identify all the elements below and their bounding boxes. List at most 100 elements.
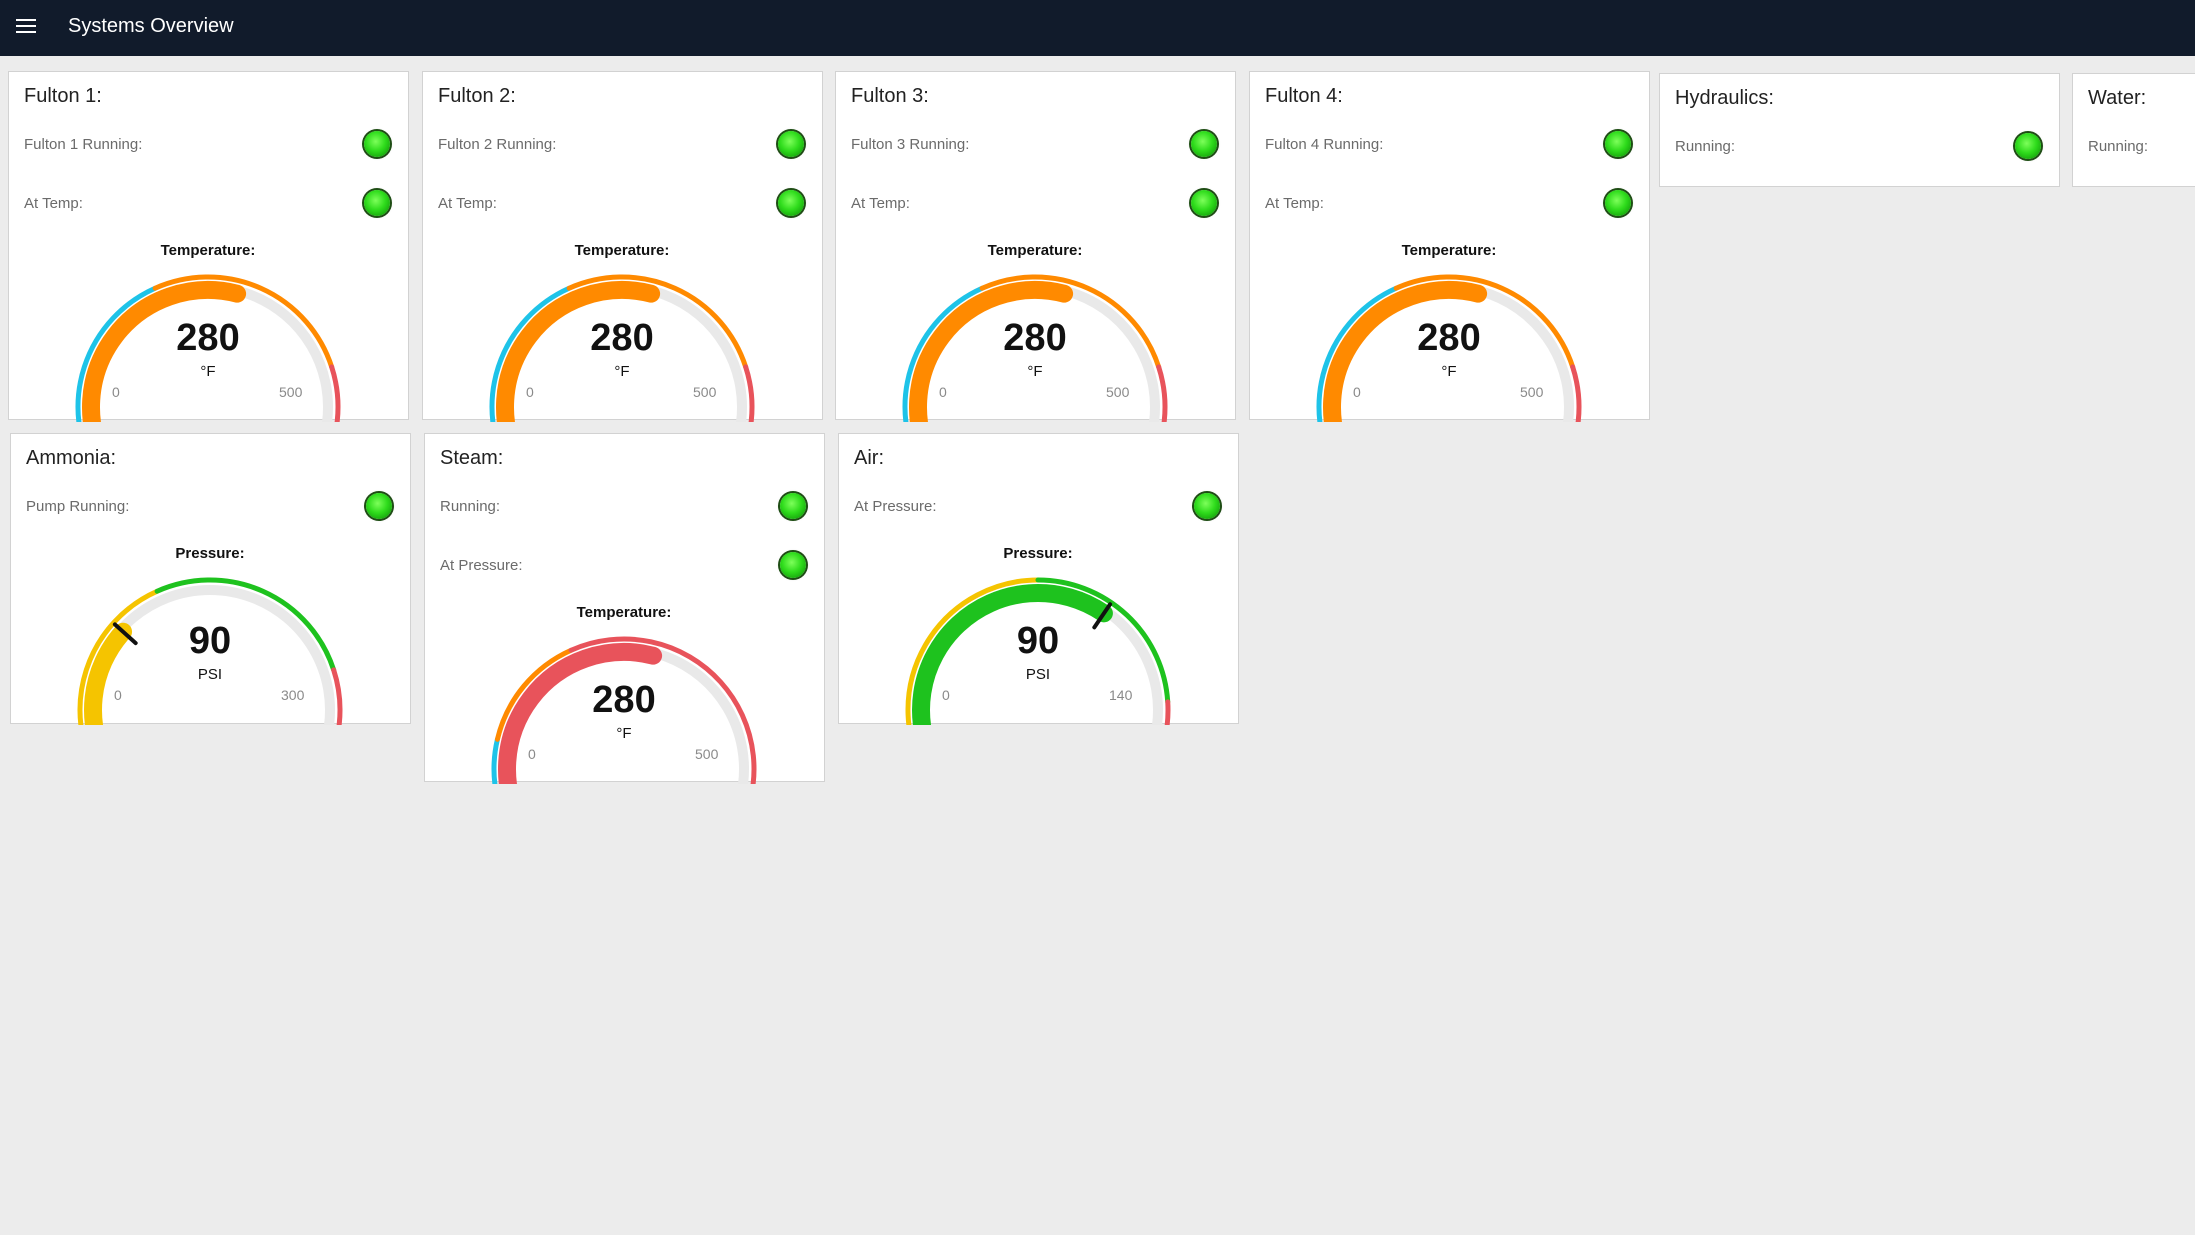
page-title: Systems Overview (68, 15, 234, 37)
gauge-range-band (905, 577, 1041, 725)
gauge-min-label: 0 (942, 687, 950, 703)
running-indicator (364, 131, 390, 157)
air-card: Air: At Pressure: Pressure: 90 PSI 0 140 (838, 433, 1239, 725)
gauge-range-band (152, 274, 335, 370)
gauge-title: Temperature: (576, 604, 672, 621)
gauge-value: 280 (592, 679, 656, 721)
at-temp-indicator (778, 190, 804, 216)
water-card: Water: Running: (2072, 73, 2195, 187)
gauge-value: 90 (188, 620, 232, 662)
gauge-value: 280 (1417, 317, 1481, 359)
gauge-min-label: 0 (939, 384, 947, 400)
fulton-3-card: Fulton 3: Fulton 3 Running: At Temp: Tem… (835, 71, 1236, 422)
running-label: Fulton 4 Running: (1265, 136, 1384, 153)
fulton-2-card: Fulton 2: Fulton 2 Running: At Temp: Tem… (422, 71, 823, 422)
temperature-gauge (75, 274, 341, 422)
running-label: Running: (440, 498, 501, 515)
gauge-max-label: 500 (693, 384, 717, 400)
gauge-range-band (75, 285, 158, 422)
gauge-value-arc (1323, 281, 1488, 422)
gauge-needle (112, 622, 138, 646)
gauge-range-band (568, 636, 757, 784)
gauge-value-arc (912, 584, 1113, 725)
gauge-value: 280 (176, 317, 240, 359)
card-title: Hydraulics: (1675, 87, 1774, 109)
gauge-title: Pressure: (1003, 545, 1073, 562)
gauge-title: Temperature: (574, 242, 670, 259)
temperature-gauge (491, 636, 757, 784)
gauge-range-band (743, 364, 755, 422)
hamburger-menu-icon[interactable] (16, 19, 36, 35)
pump-running-indicator (366, 493, 392, 519)
running-label: Running: (1675, 138, 1736, 155)
gauge-unit: °F (1027, 363, 1043, 380)
gauge-unit: °F (614, 363, 630, 380)
gauge-min-label: 0 (112, 384, 120, 400)
gauge-max-label: 500 (1106, 384, 1130, 400)
gauge-range-band (566, 274, 749, 370)
gauge-range-band (331, 667, 343, 725)
temperature-gauge (902, 274, 1168, 422)
at-temp-indicator (1191, 190, 1217, 216)
gauge-title: Temperature: (987, 242, 1083, 259)
fulton-4-card: Fulton 4: Fulton 4 Running: At Temp: Tem… (1249, 71, 1650, 422)
fulton-1-card: Fulton 1: Fulton 1 Running: At Temp: Tem… (8, 71, 409, 422)
gauge-value: 280 (1003, 317, 1067, 359)
temperature-gauge (489, 274, 755, 422)
card-title: Fulton 4: (1265, 85, 1343, 107)
ammonia-card: Ammonia: Pump Running: Pressure: 90 PSI … (10, 433, 411, 725)
gauge-range-band (1156, 364, 1168, 422)
gauge-range-band (489, 285, 572, 422)
card-title: Air: (854, 447, 884, 469)
gauge-range-band (1164, 699, 1171, 725)
at-temp-label: At Temp: (438, 195, 497, 212)
card-title: Water: (2088, 87, 2147, 109)
at-pressure-label: At Pressure: (854, 498, 937, 515)
at-temp-label: At Temp: (1265, 195, 1324, 212)
running-label: Fulton 1 Running: (24, 136, 143, 153)
gauge-min-label: 0 (1353, 384, 1361, 400)
gauge-range-band (902, 285, 985, 422)
gauge-value-arc (498, 643, 663, 784)
gauge-range-band (1316, 285, 1399, 422)
temperature-gauge (1316, 274, 1582, 422)
gauge-value-arc (496, 281, 661, 422)
gauge-range-band (329, 364, 341, 422)
pressure-gauge (77, 577, 343, 725)
at-pressure-label: At Pressure: (440, 557, 523, 574)
running-label: Running: (2088, 138, 2149, 155)
running-indicator (780, 493, 806, 519)
gauge-unit: °F (616, 725, 632, 742)
running-indicator (2015, 133, 2041, 159)
gauge-max-label: 140 (1109, 687, 1133, 703)
gauge-range-band (979, 274, 1162, 370)
gauge-value: 280 (590, 317, 654, 359)
at-temp-label: At Temp: (851, 195, 910, 212)
gauge-value-arc (82, 281, 247, 422)
gauge-unit: °F (1441, 363, 1457, 380)
card-title: Fulton 2: (438, 85, 516, 107)
top-app-bar: Systems Overview (0, 0, 2195, 56)
gauge-unit: °F (200, 363, 216, 380)
gauge-range-band (1035, 577, 1171, 705)
card-title: Ammonia: (26, 447, 117, 469)
at-temp-label: At Temp: (24, 195, 83, 212)
pressure-gauge (905, 577, 1171, 725)
steam-card: Steam: Running: At Pressure: Temperature… (424, 433, 825, 784)
gauge-max-label: 500 (279, 384, 303, 400)
gauge-min-label: 0 (526, 384, 534, 400)
gauge-max-label: 500 (1520, 384, 1544, 400)
card-title: Fulton 3: (851, 85, 929, 107)
gauge-min-label: 0 (528, 746, 536, 762)
at-temp-indicator (1605, 190, 1631, 216)
card-title: Fulton 1: (24, 85, 102, 107)
gauge-range-band (77, 588, 160, 725)
gauge-max-label: 500 (695, 746, 719, 762)
pump-running-label: Pump Running: (26, 498, 130, 515)
card-title: Steam: (440, 447, 504, 469)
at-pressure-indicator (780, 552, 806, 578)
running-indicator (1191, 131, 1217, 157)
at-temp-indicator (364, 190, 390, 216)
gauge-unit: PSI (1025, 666, 1051, 683)
running-label: Fulton 3 Running: (851, 136, 970, 153)
